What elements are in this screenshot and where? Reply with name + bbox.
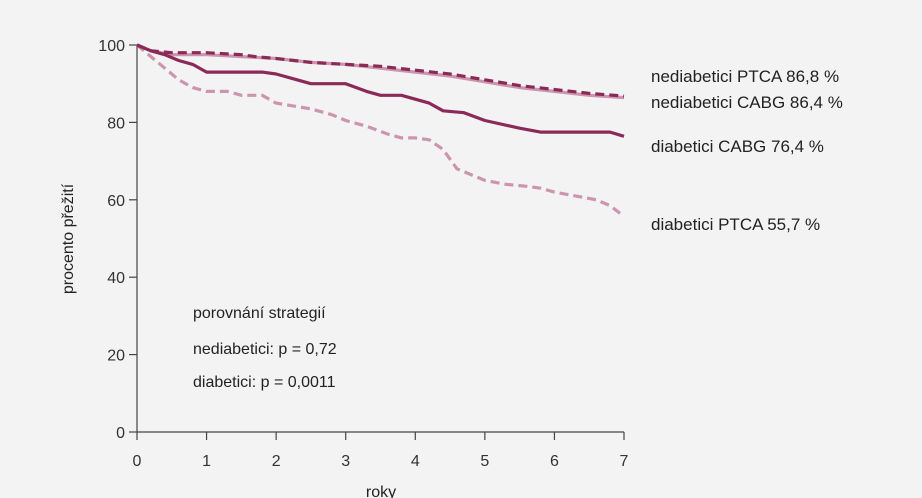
x-tick-label: 4 (411, 453, 420, 470)
legend-label-2: nediabetici CABG 86,4 % (651, 93, 843, 112)
series-line-3 (136, 43, 625, 138)
y-tick-label: 0 (116, 425, 125, 442)
legend: nediabetici PTCA 86,8 % nediabetici CABG … (651, 67, 843, 234)
x-tick-label: 2 (272, 453, 281, 470)
x-tick-label: 5 (480, 453, 489, 470)
series-lines (135, 43, 625, 218)
series-line-1 (136, 43, 625, 98)
x-tick-label: 7 (620, 453, 629, 470)
y-axis-title: procento přežití (60, 183, 77, 294)
y-tick-label: 80 (107, 115, 125, 132)
y-tick-label: 20 (107, 348, 125, 365)
legend-label-1: nediabetici PTCA 86,8 % (651, 67, 839, 86)
y-tick-label: 40 (107, 270, 125, 287)
annotation-title: porovnání strategií (193, 305, 326, 322)
x-tick-label: 1 (202, 453, 211, 470)
annotation-diabetic-p: diabetici: p = 0,0011 (193, 374, 336, 391)
y-tick-label: 100 (98, 38, 125, 55)
legend-label-4: diabetici PTCA 55,7 % (651, 215, 820, 234)
y-tick-label: 60 (107, 193, 125, 210)
axes: 0 20 40 60 80 100 0 1 2 3 4 5 6 7 (98, 38, 628, 470)
legend-label-3: diabetici CABG 76,4 % (651, 137, 824, 156)
x-tick-label: 0 (133, 453, 142, 470)
x-axis-title: roky (366, 484, 396, 498)
x-tick-label: 3 (341, 453, 350, 470)
x-tick-label: 6 (550, 453, 559, 470)
series-line-4 (135, 43, 625, 218)
annotation-nondiabetic-p: nediabetici: p = 0,72 (193, 341, 337, 358)
